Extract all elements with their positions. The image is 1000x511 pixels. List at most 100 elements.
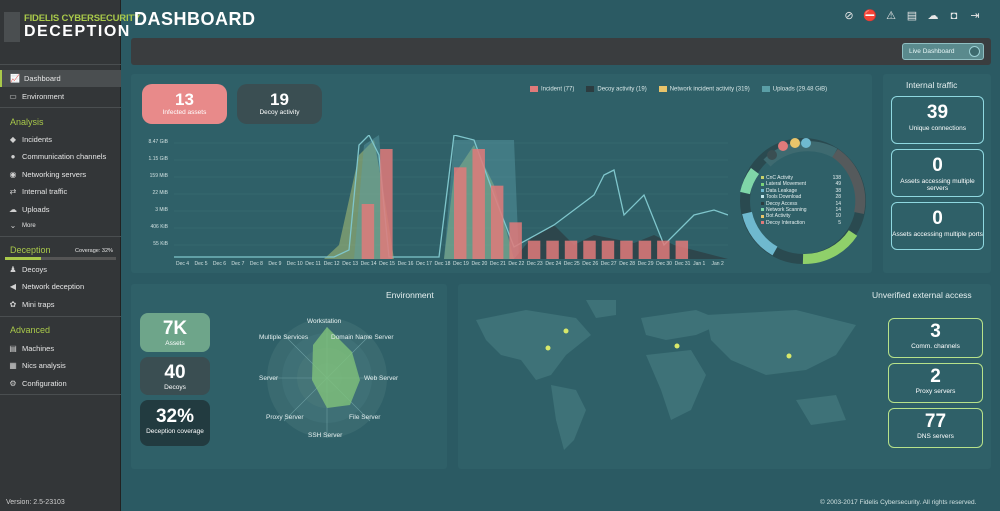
environment-title: Environment: [386, 290, 434, 300]
incident-bar[interactable]: [380, 149, 393, 259]
live-dashboard-toggle[interactable]: Live Dashboard: [902, 43, 984, 60]
sidebar-item-configuration[interactable]: ⚙ Configuration: [0, 375, 121, 392]
incident-bar[interactable]: [361, 204, 375, 259]
africa: [646, 350, 706, 420]
divider: [0, 107, 121, 108]
donut-legend-row: Decoy Interaction 5: [761, 220, 841, 226]
sidebar-item-nics-analysis[interactable]: ▦ Nics analysis: [0, 357, 121, 374]
legend-uploads[interactable]: Uploads (29.48 GiB): [761, 86, 827, 93]
sidebar-item-label: Nics analysis: [22, 361, 66, 370]
incident-bar[interactable]: [546, 240, 559, 259]
incident-bar[interactable]: [583, 240, 596, 259]
multiple-ports-card[interactable]: 0 Assets accessing multiple ports: [891, 202, 984, 250]
sidebar-item-more[interactable]: ⌄ More: [0, 217, 121, 234]
diamond-icon: ◆: [9, 135, 17, 144]
toggle-knob: [969, 46, 980, 57]
incident-bar[interactable]: [620, 240, 633, 259]
x-tick-label: Dec 20: [471, 261, 488, 267]
sidebar-item-networking-servers[interactable]: ◉ Networking servers: [0, 166, 121, 183]
x-tick-label: Dec 6: [212, 261, 226, 267]
legend-label: Incident (77): [541, 86, 575, 93]
legend-label: Lateral Movement: [766, 181, 807, 188]
incident-alert-icon[interactable]: ⊘: [844, 10, 854, 22]
legend-decoy-activity[interactable]: Decoy activity (19): [586, 86, 647, 93]
x-tick-label: Jan 2: [711, 261, 724, 267]
sidebar-item-communication-channels[interactable]: ● Communication channels: [0, 148, 121, 165]
sidebar-item-network-deception[interactable]: ◀ Network deception: [0, 278, 121, 295]
donut-legend-row: CnC Activity 138: [761, 175, 841, 181]
incident-bar[interactable]: [564, 240, 578, 259]
chevron-down-icon: ⌄: [9, 221, 17, 230]
logo-brand: FIDELIS CYBERSECURITY: [24, 13, 141, 24]
donut-legend-row: Lateral Movement 49: [761, 181, 841, 187]
radar-label: Workstation: [307, 318, 342, 325]
incident-bar[interactable]: [601, 240, 615, 259]
incident-bars: [361, 149, 689, 259]
sidebar-item-mini-traps[interactable]: ✿ Mini traps: [0, 296, 121, 313]
sidebar-item-dashboard[interactable]: 📈 Dashboard: [0, 70, 121, 87]
document-alert-icon[interactable]: ▤: [906, 10, 918, 22]
incident-bar[interactable]: [490, 185, 504, 259]
incident-bar[interactable]: [454, 167, 467, 259]
sidebar-item-machines[interactable]: ▤ Machines: [0, 340, 121, 357]
north-america: [476, 310, 591, 380]
version-text: Version: 2.5-23103: [6, 499, 65, 506]
cloud-alert-icon[interactable]: ☁: [927, 10, 939, 22]
network-alert-icon[interactable]: ⚠: [886, 10, 896, 22]
incident-bar[interactable]: [527, 240, 541, 259]
incident-bar[interactable]: [472, 149, 485, 259]
sidebar-item-internal-traffic[interactable]: ⇄ Internal traffic: [0, 183, 121, 200]
legend-value: 38: [835, 187, 841, 194]
section-advanced: Advanced: [10, 325, 51, 335]
blocked-user-icon[interactable]: ⛔: [863, 10, 877, 22]
chart-icon: 📈: [10, 74, 20, 83]
divider: [0, 316, 121, 317]
deception-coverage-card[interactable]: 32% Deception coverage: [140, 400, 210, 446]
incident-bar[interactable]: [675, 240, 689, 259]
page-title: DASHBOARD: [134, 9, 256, 29]
legend-label: Bot Activity: [766, 213, 791, 220]
card-label: DNS servers: [917, 433, 954, 440]
unique-connections-card[interactable]: 39 Unique connections: [891, 96, 984, 144]
x-tick-label: Dec 5: [194, 261, 208, 267]
legend-swatch: [761, 201, 764, 205]
decoys-card[interactable]: 40 Decoys: [140, 357, 210, 395]
sidebar-item-incidents[interactable]: ◆ Incidents: [0, 131, 121, 148]
decoy-activity-card[interactable]: 19 Decoy activity: [237, 84, 322, 124]
legend-value: 5: [838, 219, 841, 226]
incident-bar[interactable]: [657, 240, 670, 259]
proxy-servers-card[interactable]: 2 Proxy servers: [888, 363, 983, 403]
dns-servers-card[interactable]: 77 DNS servers: [888, 408, 983, 448]
divider: [0, 394, 121, 395]
coverage-label: Coverage: 32%: [75, 248, 113, 254]
incident-bar[interactable]: [638, 240, 652, 259]
assets-card[interactable]: 7K Assets: [140, 313, 210, 352]
sidebar-item-uploads[interactable]: ☁ Uploads: [0, 201, 121, 218]
cloud-upload-icon: ☁: [9, 205, 17, 214]
x-tick-label: Dec 8: [249, 261, 263, 267]
sidebar-item-decoys[interactable]: ♟ Decoys: [0, 261, 121, 278]
donut-dot: [767, 150, 777, 160]
multiple-servers-card[interactable]: 0 Assets accessing multiple servers: [891, 149, 984, 197]
comm-channels-card[interactable]: 3 Comm. channels: [888, 318, 983, 358]
internal-traffic-panel: [883, 74, 991, 273]
y-tick-label: 8.47 GiB: [148, 139, 168, 145]
legend-incident[interactable]: Incident (77): [530, 86, 574, 93]
location-marker: [563, 328, 569, 334]
infected-assets-card[interactable]: 13 Infected assets: [142, 84, 227, 124]
decoy-activity-value: 19: [270, 90, 289, 109]
donut-segment: [742, 211, 778, 256]
location-marker: [545, 345, 551, 351]
legend-swatch: [761, 188, 764, 192]
incident-bar[interactable]: [509, 222, 522, 259]
logo[interactable]: FIDELIS CYBERSECURITY DECEPTION: [0, 0, 140, 60]
card-value: 77: [924, 411, 947, 432]
x-tick-label: Dec 21: [489, 261, 506, 267]
legend-label: Network incident activity (319): [669, 86, 750, 93]
camera-icon[interactable]: ◘: [950, 10, 958, 22]
legend-swatch: [761, 195, 764, 199]
legend-network-incident[interactable]: Network incident activity (319): [658, 86, 750, 93]
logout-icon[interactable]: ⇥: [970, 10, 980, 22]
legend-swatch: [761, 208, 764, 212]
sidebar-item-environment[interactable]: ▭ Environment: [0, 88, 121, 105]
